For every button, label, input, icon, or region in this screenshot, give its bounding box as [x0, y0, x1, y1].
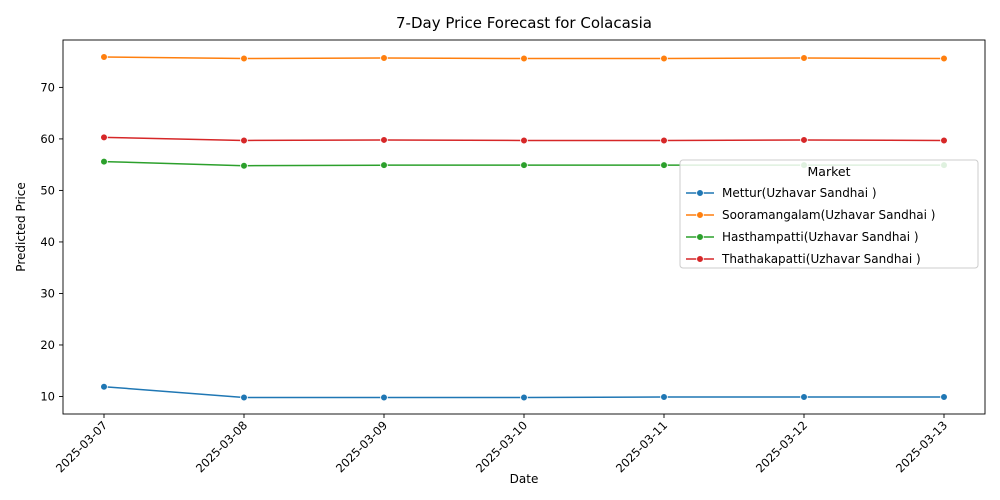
y-tick-label: 40 — [40, 235, 55, 249]
y-axis-label: Predicted Price — [14, 182, 28, 271]
data-point — [800, 393, 808, 401]
data-point — [240, 136, 248, 145]
data-point — [520, 54, 528, 63]
data-point — [660, 161, 668, 169]
data-point — [800, 54, 808, 62]
x-tick-label: 2025-03-13 — [893, 418, 950, 475]
data-point — [520, 393, 528, 402]
legend-label: Mettur(Uzhavar Sandhai ) — [722, 186, 877, 200]
legend-marker — [696, 255, 704, 263]
x-axis-label: Date — [510, 472, 539, 486]
y-tick-label: 70 — [40, 80, 55, 94]
data-point — [100, 157, 108, 166]
chart-title: 7-Day Price Forecast for Colacasia — [396, 14, 652, 32]
x-tick-label: 2025-03-11 — [613, 418, 670, 475]
data-point — [660, 393, 668, 401]
y-tick-label: 50 — [40, 183, 55, 197]
data-point — [380, 54, 388, 62]
data-point — [520, 161, 528, 169]
legend-label: Thathakapatti(Uzhavar Sandhai ) — [721, 252, 921, 266]
data-point — [660, 136, 668, 145]
y-tick-label: 10 — [40, 389, 55, 403]
y-tick-label: 30 — [40, 286, 55, 300]
x-tick-label: 2025-03-08 — [193, 418, 250, 475]
data-point — [940, 54, 948, 63]
legend-label: Hasthampatti(Uzhavar Sandhai ) — [722, 230, 919, 244]
data-point — [800, 136, 808, 144]
x-tick-label: 2025-03-12 — [753, 418, 810, 475]
y-tick-label: 20 — [40, 338, 55, 352]
data-point — [660, 54, 668, 63]
data-point — [380, 393, 388, 402]
legend-title: Market — [808, 164, 851, 179]
data-point — [240, 161, 248, 170]
data-point — [100, 53, 108, 61]
legend: Market Mettur(Uzhavar Sandhai ) Sooramanga… — [679, 159, 979, 269]
data-point — [240, 393, 248, 402]
legend-label: Sooramangalam(Uzhavar Sandhai ) — [722, 208, 936, 222]
data-point — [380, 136, 388, 144]
x-tick-label: 2025-03-09 — [333, 418, 390, 475]
legend-marker — [696, 211, 704, 219]
data-point — [940, 393, 948, 401]
data-point — [940, 136, 948, 145]
data-point — [100, 382, 108, 391]
legend-box — [679, 159, 979, 269]
legend-marker — [696, 233, 704, 241]
data-point — [100, 133, 108, 142]
legend-marker — [696, 189, 704, 197]
y-tick-label: 60 — [40, 132, 55, 146]
data-point — [520, 136, 528, 145]
data-point — [240, 54, 248, 63]
x-tick-label: 2025-03-07 — [53, 418, 110, 475]
data-point — [380, 161, 388, 169]
x-tick-label: 2025-03-10 — [473, 418, 530, 475]
